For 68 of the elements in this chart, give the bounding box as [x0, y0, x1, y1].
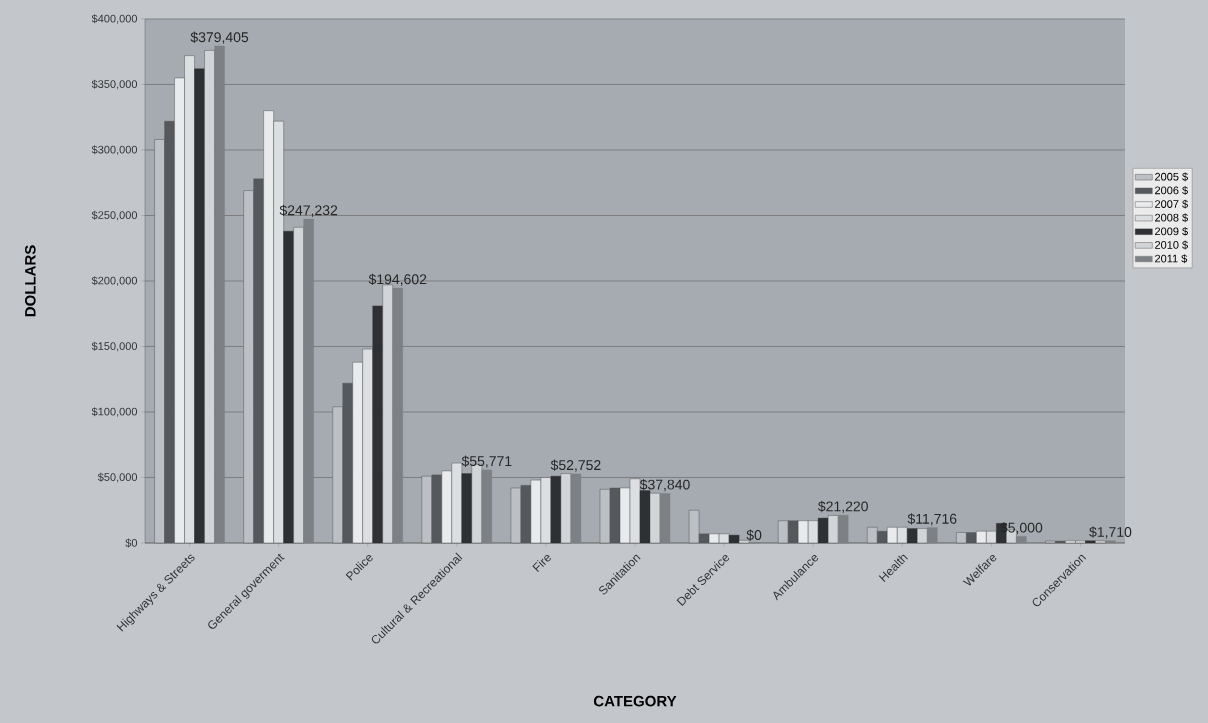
x-tick-label: Fire — [532, 555, 551, 573]
y-tick-label: $200,000 — [91, 276, 138, 286]
data-label: $37,840 — [639, 479, 690, 492]
bar — [728, 534, 740, 544]
legend-label: 2011 $ — [1155, 254, 1188, 264]
y-axis-title: DOLLARS — [25, 245, 36, 317]
bar — [520, 485, 532, 544]
bar — [817, 517, 829, 544]
bar — [837, 514, 849, 544]
bar — [194, 68, 205, 544]
y-tick-label: $300,000 — [91, 145, 138, 155]
bar — [738, 540, 750, 544]
bar — [917, 528, 928, 544]
data-label: $247,232 — [279, 204, 338, 217]
bar — [204, 50, 215, 544]
bar — [214, 45, 225, 544]
y-tick-label: $400,000 — [91, 14, 138, 24]
bar — [481, 469, 493, 544]
bar — [827, 515, 839, 544]
bar — [1016, 536, 1027, 544]
data-label: $0 — [746, 529, 762, 541]
bar — [698, 533, 710, 544]
bar — [927, 527, 938, 544]
data-label: $194,602 — [368, 273, 427, 286]
data-label: $11,716 — [907, 513, 957, 526]
bar — [283, 231, 294, 544]
bar — [1095, 540, 1106, 544]
y-tick-label: $350,000 — [91, 79, 138, 90]
y-tick-label: $100,000 — [91, 407, 138, 417]
bar — [303, 218, 314, 544]
y-tick-label: $150,000 — [91, 341, 138, 352]
legend-label: 2009 $ — [1155, 226, 1188, 236]
bar — [550, 475, 562, 544]
data-label: $52,752 — [550, 459, 601, 472]
bar — [639, 490, 651, 544]
bar — [1085, 540, 1096, 544]
bar — [966, 532, 977, 544]
bar — [1105, 540, 1116, 544]
bar — [372, 305, 383, 544]
y-tick-label: $50,000 — [97, 472, 138, 483]
data-label: $55,771 — [461, 455, 512, 468]
x-axis-title: CATEGORY — [593, 695, 677, 707]
bar — [649, 493, 661, 544]
legend-label: 2007 $ — [1155, 199, 1188, 209]
bar — [342, 382, 353, 544]
bar — [164, 120, 175, 544]
data-label: $379,405 — [190, 31, 249, 44]
bar — [382, 284, 393, 544]
data-label: $1,710 — [1089, 526, 1132, 539]
legend-label: 2010 $ — [1155, 240, 1188, 250]
bar — [293, 227, 304, 544]
bar — [877, 531, 888, 544]
bar — [431, 474, 443, 544]
bar — [609, 487, 621, 544]
legend-label: 2006 $ — [1155, 186, 1188, 195]
y-tick-label: $0 — [125, 538, 138, 548]
bar — [907, 528, 918, 544]
bar — [461, 473, 473, 544]
bar — [787, 520, 799, 544]
bar — [570, 473, 582, 544]
bar — [659, 493, 671, 544]
y-tick-label: $250,000 — [91, 210, 138, 221]
legend-label: 2005 $ — [1155, 172, 1188, 182]
bar — [560, 473, 572, 544]
bar — [392, 287, 403, 544]
legend-label: 2008 $ — [1155, 213, 1188, 223]
bar — [253, 178, 264, 544]
data-label: $21,220 — [818, 500, 868, 513]
